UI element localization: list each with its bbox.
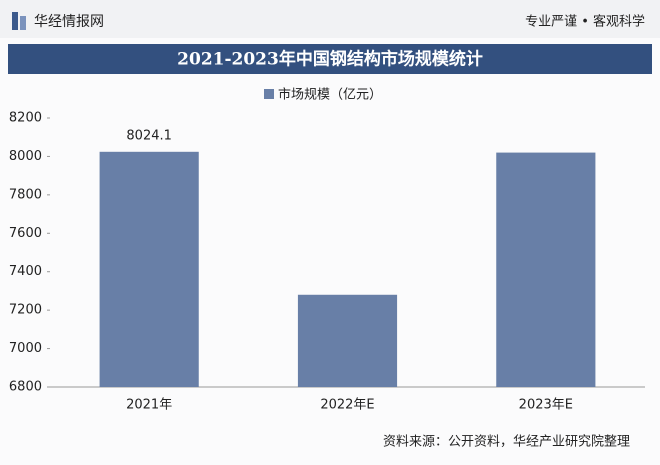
logo-mark xyxy=(12,12,18,30)
chart-title: 2021-2023年中国钢结构市场规模统计 xyxy=(177,49,483,70)
source: 资料来源：公开资料，华经产业研究院整理 xyxy=(383,435,630,450)
bar xyxy=(496,152,596,387)
legend-label: 市场规模（亿元） xyxy=(278,87,382,103)
logo-mark xyxy=(20,16,26,30)
slogan: 专业严谨 • 客观科学 xyxy=(525,14,645,30)
title-bar xyxy=(8,44,652,74)
x-tick-label: 2022年E xyxy=(320,398,374,413)
bar xyxy=(297,294,398,387)
y-tick-label: 8200 xyxy=(9,111,42,126)
x-tick-label: 2021年 xyxy=(126,398,172,413)
bar xyxy=(99,151,199,387)
y-tick-label: 8000 xyxy=(9,149,42,164)
y-tick-label: 7400 xyxy=(9,264,42,279)
y-tick-label: 7200 xyxy=(9,303,42,318)
x-tick-label: 2023年E xyxy=(519,398,573,413)
y-tick-label: 7800 xyxy=(9,187,42,202)
legend-swatch xyxy=(264,89,274,99)
y-tick-label: 6800 xyxy=(9,380,42,395)
brand: 华经情报网 xyxy=(34,14,104,30)
y-tick-label: 7600 xyxy=(9,226,42,241)
y-tick-label: 7000 xyxy=(9,341,42,356)
data-label: 8024.1 xyxy=(126,128,172,143)
header-bar xyxy=(0,0,660,38)
